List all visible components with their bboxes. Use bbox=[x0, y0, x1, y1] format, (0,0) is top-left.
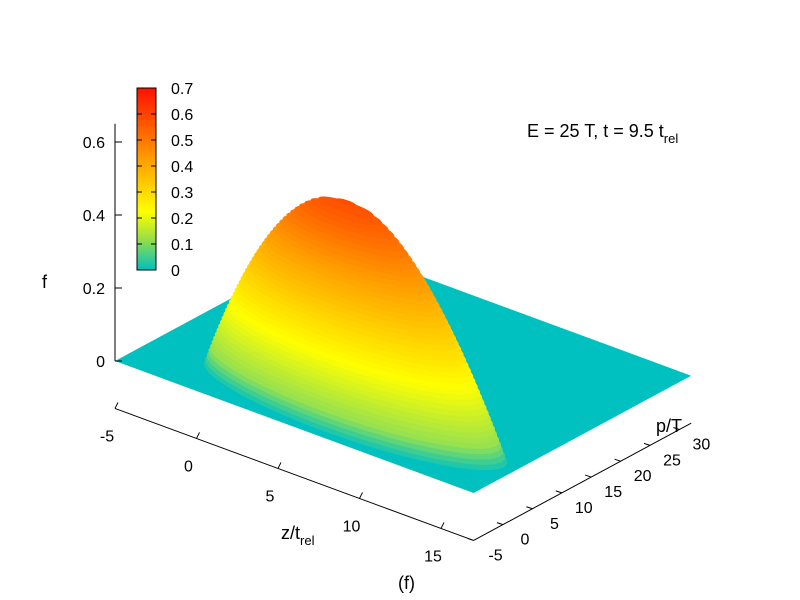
x-tick-label: 0 bbox=[184, 458, 193, 475]
z-axis-label: f bbox=[42, 272, 48, 292]
annotation: E = 25 T, t = 9.5 trel bbox=[527, 121, 678, 146]
y-tick-label: 5 bbox=[550, 516, 559, 533]
surface bbox=[115, 196, 692, 493]
surface-contour bbox=[335, 198, 357, 207]
x-tick bbox=[114, 402, 119, 409]
y-tick bbox=[643, 442, 651, 446]
z-tick-label: 0 bbox=[96, 354, 105, 371]
x-tick bbox=[277, 462, 282, 469]
y-axis-line bbox=[473, 422, 692, 541]
x-tick bbox=[196, 432, 200, 439]
colorbar-tick-label: 0.4 bbox=[171, 159, 193, 176]
x-tick-label: -5 bbox=[100, 428, 114, 445]
y-tick-label: 15 bbox=[604, 484, 622, 501]
y-tick-label: 30 bbox=[693, 437, 711, 454]
y-tick-label: 0 bbox=[521, 532, 530, 549]
x-axis-line bbox=[114, 407, 474, 541]
x-tick-label: 10 bbox=[343, 518, 361, 535]
x-tick bbox=[440, 522, 445, 529]
z-tick-label: 0.6 bbox=[83, 135, 105, 152]
y-tick-label: 20 bbox=[634, 468, 652, 485]
colorbar: 0 0.1 0.2 0.3 0.4 0.5 0.6 0.7 bbox=[136, 81, 193, 280]
y-tick-label: 25 bbox=[663, 452, 681, 469]
colorbar-tick-label: 0.3 bbox=[171, 185, 193, 202]
y-tick-label: -5 bbox=[488, 547, 502, 564]
colorbar-tick-label: 0.2 bbox=[171, 211, 193, 228]
y-axis-label: p/T bbox=[656, 416, 682, 436]
x-tick bbox=[359, 492, 363, 499]
y-tick bbox=[467, 537, 474, 541]
x-tick-label: 5 bbox=[266, 488, 275, 505]
colorbar-tick-label: 0 bbox=[171, 263, 180, 280]
y-tick bbox=[496, 522, 504, 526]
y-tick bbox=[614, 458, 621, 462]
y-tick bbox=[555, 490, 562, 494]
y-tick bbox=[673, 427, 680, 430]
y-tick bbox=[526, 506, 533, 510]
colorbar-tick-label: 0.5 bbox=[171, 133, 193, 150]
axes: 0 0.2 0.4 0.6 -5 0 5 10 15 -5 0 5 10 15 20 25 30 bbox=[83, 123, 711, 565]
surface-contour bbox=[318, 196, 374, 218]
x-tick-label: 15 bbox=[424, 548, 442, 565]
y-tick bbox=[585, 474, 592, 478]
y-tick-label: 10 bbox=[575, 500, 593, 517]
panel-label: (f) bbox=[398, 573, 415, 593]
colorbar-tick-label: 0.7 bbox=[171, 81, 193, 98]
x-axis-label: z/trel bbox=[281, 523, 315, 548]
z-tick-label: 0.4 bbox=[83, 208, 105, 225]
colorbar-tick-label: 0.1 bbox=[171, 237, 193, 254]
colorbar-rect bbox=[136, 87, 157, 271]
colorbar-tick-label: 0.6 bbox=[171, 107, 193, 124]
z-tick-label: 0.2 bbox=[83, 281, 105, 298]
colorbar-ticks: 0 0.1 0.2 0.3 0.4 0.5 0.6 0.7 bbox=[137, 81, 193, 280]
